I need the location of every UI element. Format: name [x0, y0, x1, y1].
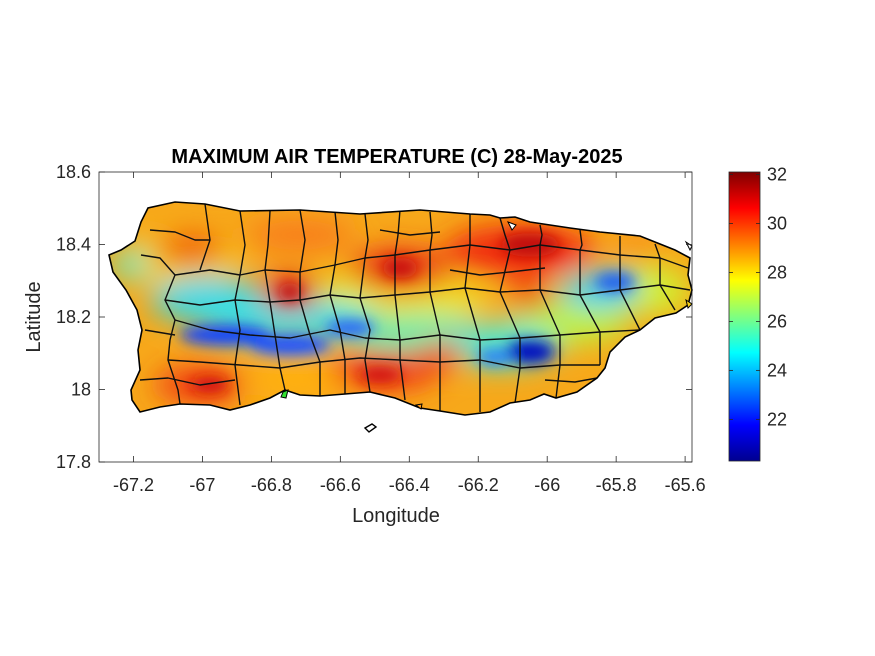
colorbar-tick-label: 24: [767, 360, 787, 380]
colorbar-tick-label: 28: [767, 262, 787, 282]
small-islands: [280, 221, 693, 433]
x-axis-label: Longitude: [352, 505, 440, 527]
y-tick-label: 18: [71, 380, 91, 400]
colorbar-tick-label: 32: [767, 164, 787, 184]
y-axis-label: Latitude: [23, 281, 45, 352]
y-axis: 17.8 18 18.2 18.4 18.6: [56, 162, 692, 472]
x-tick-label: -67.2: [113, 475, 154, 495]
x-tick-label: -66.8: [251, 475, 292, 495]
colorbar: 22 24 26 28 30 32: [728, 164, 787, 462]
colorbar-tick-label: 26: [767, 311, 787, 331]
y-tick-label: 18.4: [56, 235, 91, 255]
y-tick-label: 18.2: [56, 307, 91, 327]
x-tick-label: -66: [534, 475, 560, 495]
x-tick-label: -66.4: [389, 475, 430, 495]
y-tick-label: 17.8: [56, 452, 91, 472]
x-tick-label: -65.8: [596, 475, 637, 495]
x-tick-label: -65.6: [665, 475, 706, 495]
colorbar-tick-label: 22: [767, 409, 787, 429]
colorbar-ticks: 22 24 26 28 30 32: [729, 164, 787, 429]
x-tick-label: -67: [189, 475, 215, 495]
municipal-boundaries: [139, 203, 691, 412]
chart-title: MAXIMUM AIR TEMPERATURE (C) 28-May-2025: [171, 146, 622, 168]
x-tick-label: -66.2: [458, 475, 499, 495]
x-axis: -67.2 -67 -66.8 -66.6 -66.4 -66.2 -66 -65.8 -65.…: [113, 172, 706, 495]
x-tick-label: -66.6: [320, 475, 361, 495]
colorbar-gradient: [728, 171, 761, 462]
y-tick-label: 18.6: [56, 162, 91, 182]
colorbar-tick-label: 30: [767, 213, 787, 233]
